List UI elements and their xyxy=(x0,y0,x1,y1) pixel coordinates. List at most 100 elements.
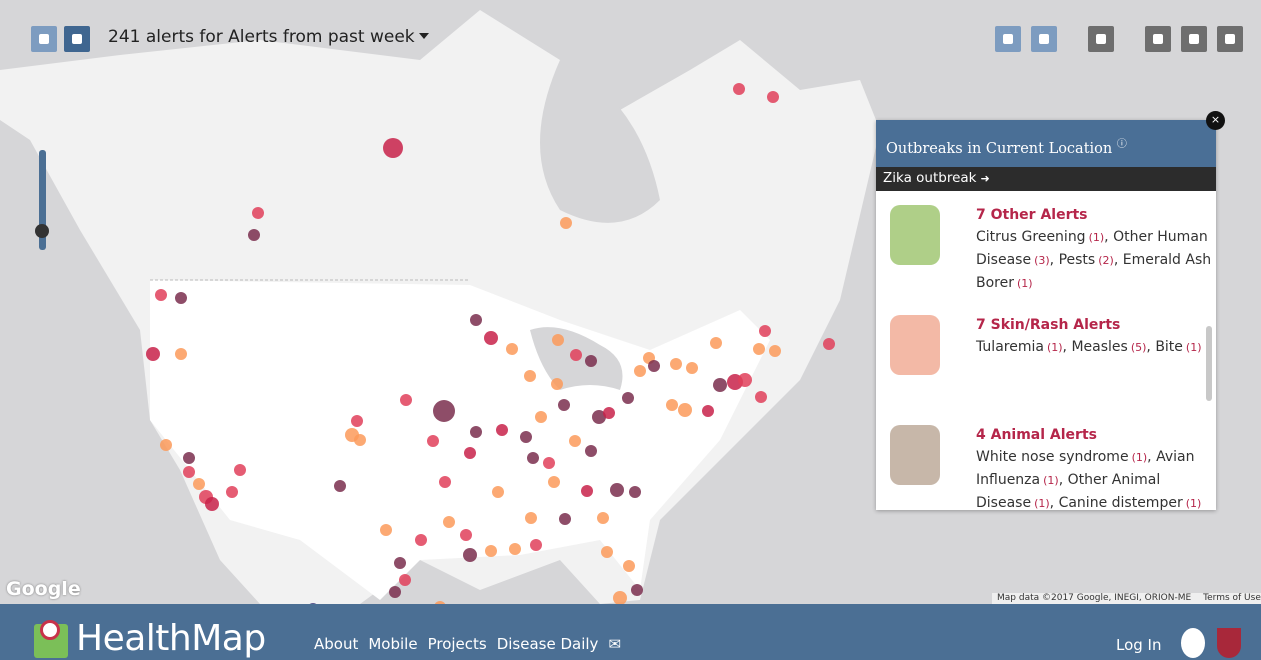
list-view-button[interactable] xyxy=(995,26,1021,52)
alert-marker[interactable] xyxy=(205,497,219,511)
alert-item[interactable]: Tularemia (1) xyxy=(976,339,1071,355)
alert-item[interactable]: Bite (1) xyxy=(1155,339,1201,355)
terms-link[interactable]: Terms of Use xyxy=(1203,593,1261,603)
add-button[interactable] xyxy=(1088,26,1114,52)
folder-button[interactable] xyxy=(64,26,90,52)
alert-marker[interactable] xyxy=(175,348,187,360)
close-button[interactable]: × xyxy=(1206,111,1225,130)
alert-marker[interactable] xyxy=(753,343,765,355)
alert-marker[interactable] xyxy=(551,378,563,390)
alert-marker[interactable] xyxy=(380,524,392,536)
alert-marker[interactable] xyxy=(160,439,172,451)
alert-marker[interactable] xyxy=(351,415,363,427)
alert-marker[interactable] xyxy=(543,457,555,469)
alert-marker[interactable] xyxy=(560,217,572,229)
group-heading[interactable]: 7 Other Alerts xyxy=(976,207,1088,223)
alert-marker[interactable] xyxy=(527,452,539,464)
alert-item[interactable]: White nose syndrome (1) xyxy=(976,449,1156,465)
nav-link[interactable]: Projects xyxy=(427,635,487,653)
alert-marker[interactable] xyxy=(613,591,627,604)
alert-marker[interactable] xyxy=(610,483,624,497)
alert-marker[interactable] xyxy=(634,365,646,377)
alert-marker[interactable] xyxy=(678,403,692,417)
key-button[interactable] xyxy=(1217,26,1243,52)
alert-marker[interactable] xyxy=(603,407,615,419)
nav-link[interactable]: Disease Daily xyxy=(496,635,599,653)
seal[interactable] xyxy=(1181,628,1205,658)
alert-marker[interactable] xyxy=(525,512,537,524)
alert-marker[interactable] xyxy=(710,337,722,349)
brand[interactable]: HealthMap xyxy=(76,618,266,659)
alert-marker[interactable] xyxy=(759,325,771,337)
alert-marker[interactable] xyxy=(623,560,635,572)
alert-marker[interactable] xyxy=(769,345,781,357)
alert-marker[interactable] xyxy=(415,534,427,546)
alert-marker[interactable] xyxy=(597,512,609,524)
zoom-slider[interactable] xyxy=(35,150,49,250)
alert-marker[interactable] xyxy=(485,545,497,557)
alert-item[interactable]: Emerald Ash Borer (1) xyxy=(976,252,1211,291)
alert-marker[interactable] xyxy=(443,516,455,528)
alert-marker[interactable] xyxy=(601,546,613,558)
alert-marker[interactable] xyxy=(524,370,536,382)
featured-link[interactable]: Zika outbreak xyxy=(876,167,1216,191)
alert-marker[interactable] xyxy=(155,289,167,301)
alert-marker[interactable] xyxy=(183,452,195,464)
alert-marker[interactable] xyxy=(670,358,682,370)
alert-marker[interactable] xyxy=(559,513,571,525)
login-link[interactable]: Log In xyxy=(1116,636,1162,654)
alert-item[interactable]: Measles (5) xyxy=(1071,339,1155,355)
shield[interactable] xyxy=(1217,628,1241,658)
icon-mail[interactable]: ✉ xyxy=(608,635,622,653)
alert-marker[interactable] xyxy=(648,360,660,372)
location-button[interactable] xyxy=(1145,26,1171,52)
alert-marker[interactable] xyxy=(622,392,634,404)
alert-marker[interactable] xyxy=(252,207,264,219)
alert-marker[interactable] xyxy=(400,394,412,406)
alert-marker[interactable] xyxy=(530,539,542,551)
alert-marker[interactable] xyxy=(506,343,518,355)
settings-button[interactable] xyxy=(1181,26,1207,52)
alerts-dropdown[interactable]: 241 alerts for Alerts from past week xyxy=(108,27,429,47)
alert-marker[interactable] xyxy=(581,485,593,497)
alert-marker[interactable] xyxy=(146,347,160,361)
alert-marker[interactable] xyxy=(460,529,472,541)
alert-marker[interactable] xyxy=(535,411,547,423)
nav-link[interactable]: About xyxy=(314,635,359,653)
group-heading[interactable]: 4 Animal Alerts xyxy=(976,427,1097,443)
alert-marker[interactable] xyxy=(226,486,238,498)
alert-marker[interactable] xyxy=(558,399,570,411)
search-button[interactable] xyxy=(31,26,57,52)
alert-item[interactable]: Pests (2) xyxy=(1059,252,1123,268)
alert-marker[interactable] xyxy=(585,355,597,367)
alert-marker[interactable] xyxy=(569,435,581,447)
alert-marker[interactable] xyxy=(175,292,187,304)
alert-marker[interactable] xyxy=(334,480,346,492)
alert-marker[interactable] xyxy=(733,83,745,95)
alert-marker[interactable] xyxy=(307,603,319,604)
alert-item[interactable]: Citrus Greening (1) xyxy=(976,229,1113,245)
alert-marker[interactable] xyxy=(767,91,779,103)
alert-marker[interactable] xyxy=(389,586,401,598)
alert-marker[interactable] xyxy=(463,548,477,562)
scrollbar[interactable] xyxy=(1206,326,1212,401)
alert-marker[interactable] xyxy=(713,378,727,392)
alert-marker[interactable] xyxy=(570,349,582,361)
alert-marker[interactable] xyxy=(592,410,606,424)
alert-marker[interactable] xyxy=(631,584,643,596)
nav-link[interactable]: Mobile xyxy=(368,635,418,653)
alert-marker[interactable] xyxy=(470,314,482,326)
alert-marker[interactable] xyxy=(823,338,835,350)
alert-marker[interactable] xyxy=(629,486,641,498)
alert-marker[interactable] xyxy=(738,373,752,387)
alert-marker[interactable] xyxy=(183,466,195,478)
alert-marker[interactable] xyxy=(484,331,498,345)
alert-marker[interactable] xyxy=(686,362,698,374)
alert-marker[interactable] xyxy=(354,434,366,446)
alert-marker[interactable] xyxy=(496,424,508,436)
group-heading[interactable]: 7 Skin/Rash Alerts xyxy=(976,317,1121,333)
alert-marker[interactable] xyxy=(248,229,260,241)
alert-marker[interactable] xyxy=(394,557,406,569)
alert-marker[interactable] xyxy=(702,405,714,417)
alert-marker[interactable] xyxy=(470,426,482,438)
